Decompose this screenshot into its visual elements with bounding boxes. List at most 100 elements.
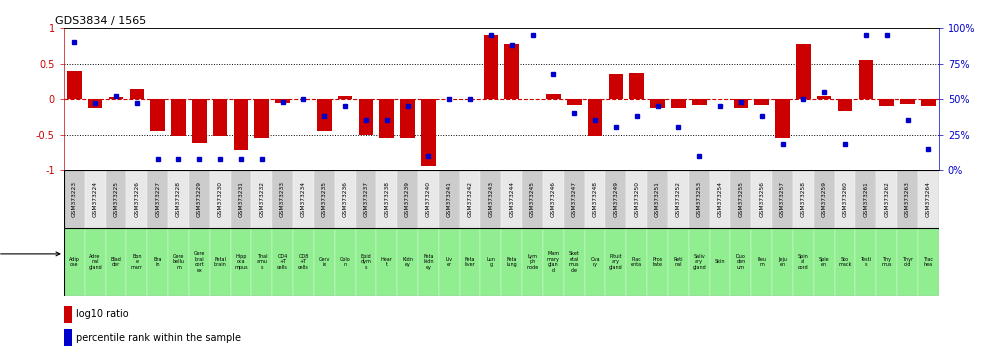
- Text: GSM373243: GSM373243: [489, 181, 493, 217]
- Bar: [751, 170, 772, 228]
- Bar: [504, 44, 519, 99]
- Text: Pros
tate: Pros tate: [653, 257, 663, 267]
- Text: Spin
al
cord: Spin al cord: [798, 254, 809, 270]
- Bar: [334, 228, 356, 296]
- Text: Ileu
m: Ileu m: [757, 257, 766, 267]
- Text: GSM373234: GSM373234: [301, 181, 306, 217]
- Text: CD8
+T
cells: CD8 +T cells: [298, 254, 309, 270]
- Bar: [192, 99, 206, 143]
- Bar: [359, 99, 374, 135]
- Bar: [105, 228, 127, 296]
- Text: GSM373242: GSM373242: [468, 181, 473, 217]
- Text: GSM373231: GSM373231: [239, 181, 244, 217]
- Bar: [484, 35, 498, 99]
- Bar: [567, 99, 582, 105]
- Bar: [817, 96, 832, 99]
- Bar: [438, 228, 460, 296]
- Text: Adre
nal
gland: Adre nal gland: [88, 254, 102, 270]
- Text: Liv
er: Liv er: [445, 257, 453, 267]
- Text: Feta
liver: Feta liver: [465, 257, 476, 267]
- Bar: [588, 99, 603, 136]
- Bar: [876, 170, 897, 228]
- Bar: [501, 170, 522, 228]
- Text: Jeju
en: Jeju en: [778, 257, 787, 267]
- Bar: [85, 228, 105, 296]
- Text: GSM373227: GSM373227: [155, 181, 160, 217]
- Text: Colo
n: Colo n: [340, 257, 351, 267]
- Text: Adip
ose: Adip ose: [69, 257, 80, 267]
- Bar: [109, 97, 123, 99]
- Bar: [608, 74, 623, 99]
- Bar: [835, 170, 855, 228]
- Bar: [213, 99, 227, 136]
- Bar: [64, 306, 72, 323]
- Text: percentile rank within the sample: percentile rank within the sample: [76, 333, 241, 343]
- Bar: [626, 170, 647, 228]
- Bar: [772, 170, 793, 228]
- Bar: [272, 170, 293, 228]
- Text: CD4
+T
cells: CD4 +T cells: [277, 254, 288, 270]
- Bar: [855, 170, 876, 228]
- Bar: [626, 228, 647, 296]
- Bar: [418, 228, 438, 296]
- Text: GSM373232: GSM373232: [260, 181, 264, 217]
- Bar: [900, 99, 915, 104]
- Text: Mam
mary
glan
d: Mam mary glan d: [547, 251, 560, 273]
- Bar: [168, 228, 189, 296]
- Text: GDS3834 / 1565: GDS3834 / 1565: [55, 16, 146, 26]
- Bar: [376, 228, 397, 296]
- Bar: [334, 170, 356, 228]
- Text: GSM373245: GSM373245: [530, 181, 535, 217]
- Text: Kidn
ey: Kidn ey: [402, 257, 413, 267]
- Bar: [668, 170, 689, 228]
- Bar: [481, 170, 501, 228]
- Bar: [481, 228, 501, 296]
- Text: Feta
kidn
ey: Feta kidn ey: [423, 254, 434, 270]
- Bar: [730, 228, 751, 296]
- Bar: [376, 170, 397, 228]
- Text: GSM373257: GSM373257: [781, 181, 785, 217]
- Text: GSM373247: GSM373247: [572, 181, 577, 217]
- Bar: [147, 228, 168, 296]
- Text: Epid
dym
s: Epid dym s: [361, 254, 372, 270]
- Bar: [543, 228, 564, 296]
- Text: GSM373258: GSM373258: [801, 181, 806, 217]
- Text: GSM373260: GSM373260: [842, 181, 847, 217]
- Bar: [793, 228, 814, 296]
- Bar: [838, 99, 852, 111]
- Text: Thal
amu
s: Thal amu s: [257, 254, 267, 270]
- Text: GSM373246: GSM373246: [550, 181, 556, 217]
- Bar: [585, 170, 606, 228]
- Text: Thyr
oid: Thyr oid: [902, 257, 913, 267]
- Text: Reti
nal: Reti nal: [673, 257, 683, 267]
- Text: GSM373244: GSM373244: [509, 181, 514, 217]
- Bar: [671, 99, 686, 108]
- Text: GSM373251: GSM373251: [655, 181, 660, 217]
- Bar: [733, 99, 748, 108]
- Text: Cere
bral
cort
ex: Cere bral cort ex: [194, 251, 205, 273]
- Text: GSM373261: GSM373261: [863, 181, 868, 217]
- Bar: [858, 60, 873, 99]
- Bar: [647, 170, 668, 228]
- Bar: [231, 170, 252, 228]
- Text: GSM373264: GSM373264: [926, 181, 931, 217]
- Bar: [564, 170, 585, 228]
- Bar: [772, 228, 793, 296]
- Text: Sto
mack: Sto mack: [838, 257, 851, 267]
- Bar: [710, 228, 730, 296]
- Bar: [418, 170, 438, 228]
- Bar: [543, 170, 564, 228]
- Bar: [130, 88, 145, 99]
- Bar: [272, 228, 293, 296]
- Bar: [754, 99, 769, 105]
- Bar: [629, 73, 644, 99]
- Bar: [460, 228, 481, 296]
- Text: Thy
mus: Thy mus: [882, 257, 892, 267]
- Bar: [689, 228, 710, 296]
- Bar: [522, 228, 543, 296]
- Text: GSM373263: GSM373263: [905, 181, 910, 217]
- Bar: [751, 228, 772, 296]
- Bar: [814, 170, 835, 228]
- Bar: [85, 170, 105, 228]
- Bar: [150, 99, 165, 131]
